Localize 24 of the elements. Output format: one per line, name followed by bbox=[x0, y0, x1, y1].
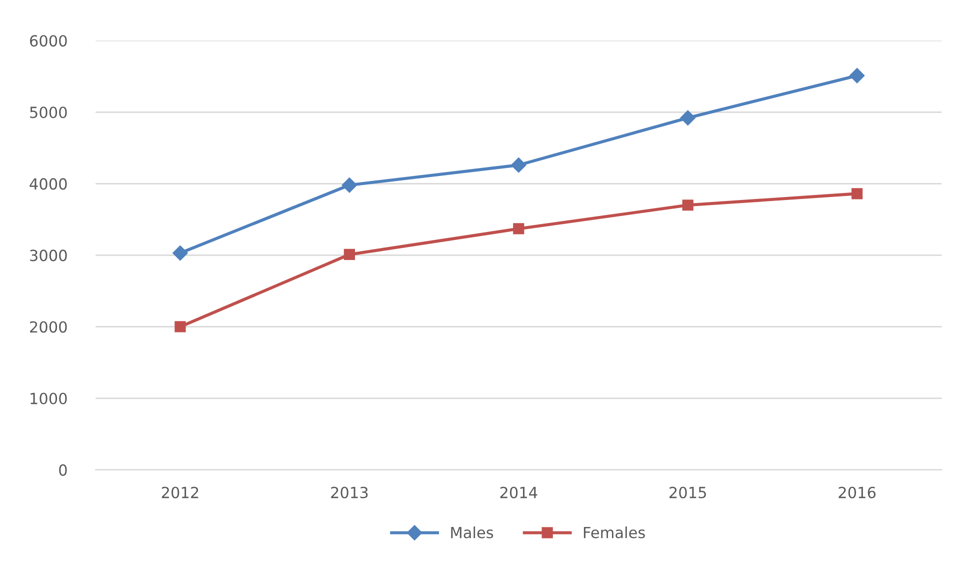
x-tick-label: 2014 bbox=[500, 486, 538, 498]
y-tick-label: 2000 bbox=[30, 321, 67, 333]
y-tick-label: 1000 bbox=[30, 392, 67, 404]
y-tick-label: 5000 bbox=[30, 106, 67, 118]
point bbox=[172, 245, 188, 261]
x-tick-label: 2015 bbox=[670, 486, 706, 498]
point bbox=[342, 178, 357, 193]
y-tick-label: 0 bbox=[59, 464, 67, 476]
legend-label: Males bbox=[451, 526, 494, 538]
y-tick-label: 6000 bbox=[30, 35, 67, 47]
legend-label: Females bbox=[584, 526, 645, 538]
point bbox=[344, 248, 355, 260]
point bbox=[174, 321, 186, 332]
x-tick-label: 2012 bbox=[162, 486, 198, 498]
y-tick-label: 4000 bbox=[30, 178, 67, 190]
point bbox=[852, 188, 863, 200]
point bbox=[680, 110, 696, 126]
x-tick-label: 2016 bbox=[838, 486, 876, 498]
point bbox=[849, 68, 865, 84]
point bbox=[682, 200, 694, 211]
y-tick-label: 3000 bbox=[30, 250, 67, 262]
x-tick-label: 2013 bbox=[331, 486, 368, 498]
point bbox=[511, 158, 526, 173]
point bbox=[513, 223, 524, 234]
